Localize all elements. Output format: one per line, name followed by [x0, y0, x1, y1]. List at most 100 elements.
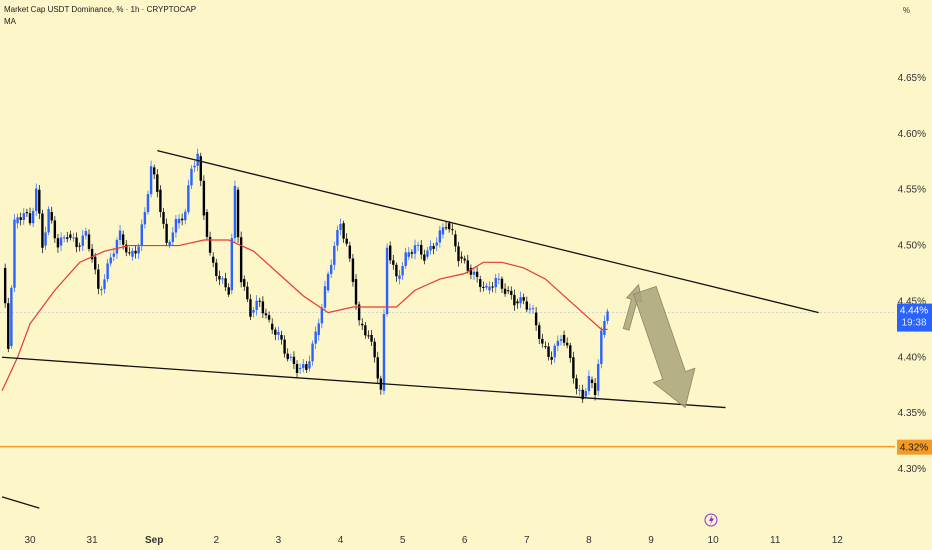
candle-body [255, 300, 258, 310]
candle-body [227, 287, 230, 295]
candle-body [447, 223, 451, 230]
candle-body [460, 256, 463, 259]
support-badge: 4.32% [897, 439, 932, 455]
candle-body [513, 294, 516, 306]
candle-body [56, 238, 60, 248]
y-tick-label: 4.45% [898, 296, 926, 307]
y-tick-label: 4.65% [898, 73, 926, 84]
x-tick-label: 3 [276, 535, 282, 546]
x-tick-label: 8 [586, 535, 592, 546]
candle-body [426, 250, 429, 257]
candle-body [503, 288, 507, 294]
ma-line[interactable] [1, 239, 608, 392]
chart-legend: Market Cap USDT Dominance, % · 1h · CRYP… [4, 4, 196, 28]
candle-body [131, 250, 134, 257]
candle-body [298, 368, 302, 370]
candle-body [361, 323, 364, 326]
candle-body [50, 212, 53, 221]
candle-body [603, 321, 606, 335]
projection-arrow-down [632, 285, 696, 409]
projection-arrows[interactable] [622, 283, 696, 409]
candle-body [174, 218, 178, 233]
upper-trendline[interactable] [157, 149, 819, 314]
candle-body [140, 224, 143, 246]
x-tick-label: 12 [832, 535, 844, 546]
y-tick-label: 4.35% [898, 408, 926, 419]
candle-body [221, 278, 224, 280]
candle-body [348, 245, 352, 259]
candle-body [525, 301, 528, 310]
candle-body [208, 236, 212, 253]
candle-body [354, 279, 358, 305]
candle-body [590, 379, 594, 384]
candle-body [376, 357, 379, 379]
y-axis[interactable]: 4.65% 4.60% 4.55% 4.50% 4.45% 4.40% 4.35% 4.30% [898, 73, 926, 475]
candle-body [404, 252, 407, 267]
candle-body [373, 341, 376, 358]
support-badge-value: 4.32% [900, 443, 928, 454]
candle-body [398, 275, 401, 280]
candle-body [457, 246, 460, 262]
candle-body [165, 223, 168, 243]
candle-body [491, 286, 494, 288]
x-tick-label: 11 [770, 535, 781, 546]
candle-body [31, 210, 35, 224]
candle-body [475, 271, 479, 277]
candle-body [25, 212, 29, 214]
candle-body [75, 237, 78, 248]
candle-body [342, 223, 345, 239]
candle-body [432, 245, 435, 249]
candle-body [125, 244, 128, 253]
candle-body [81, 235, 84, 246]
candle-body [593, 383, 597, 395]
candle-body [516, 301, 519, 304]
candle-body [472, 271, 476, 275]
y-tick-label: 4.40% [898, 352, 926, 363]
lightning-event-icon[interactable] [704, 513, 718, 527]
lower-left-trendline[interactable] [1, 496, 40, 509]
candle-body [159, 189, 162, 212]
candle-body [168, 241, 171, 246]
candle-body [466, 260, 470, 271]
candle-body [153, 167, 156, 175]
candle-body [575, 378, 578, 389]
price-badge: 4.44% 19:38 [897, 303, 932, 332]
candle-body [497, 278, 501, 280]
candle-body [180, 218, 184, 221]
candle-body [137, 246, 140, 254]
candle-body [44, 232, 47, 246]
lower-trendline[interactable] [2, 356, 726, 409]
candle-body [559, 339, 563, 341]
candle-body [252, 309, 255, 313]
candle-body [41, 213, 44, 248]
candle-body [78, 245, 81, 247]
candle-body [410, 252, 414, 254]
candle-body [395, 264, 398, 277]
candle-body [87, 234, 91, 249]
candle-body [19, 217, 22, 220]
candle-body [47, 208, 50, 233]
candle-body [597, 363, 600, 391]
candle-body [562, 334, 566, 343]
candle-body [286, 353, 289, 360]
candle-body [382, 314, 386, 391]
x-tick-label: 30 [24, 535, 36, 546]
candle-body [187, 185, 190, 213]
candle-body [66, 237, 69, 239]
candle-body [239, 237, 243, 283]
candle-body [500, 278, 504, 289]
candle-body [267, 315, 271, 320]
candle-body [531, 308, 535, 310]
candle-body [584, 391, 587, 397]
candle-body [280, 334, 283, 340]
x-tick-label: 4 [338, 535, 344, 546]
candle-body [528, 308, 532, 310]
candle-body [407, 252, 411, 257]
candle-body [435, 242, 438, 246]
candle-body [249, 299, 252, 317]
candle-body [392, 260, 395, 265]
x-tick-label: 6 [462, 535, 468, 546]
percent-scale-toggle[interactable]: % [902, 6, 910, 15]
x-axis[interactable]: 30 31 Sep 2 3 4 5 6 7 8 9 10 11 12 [24, 535, 843, 546]
